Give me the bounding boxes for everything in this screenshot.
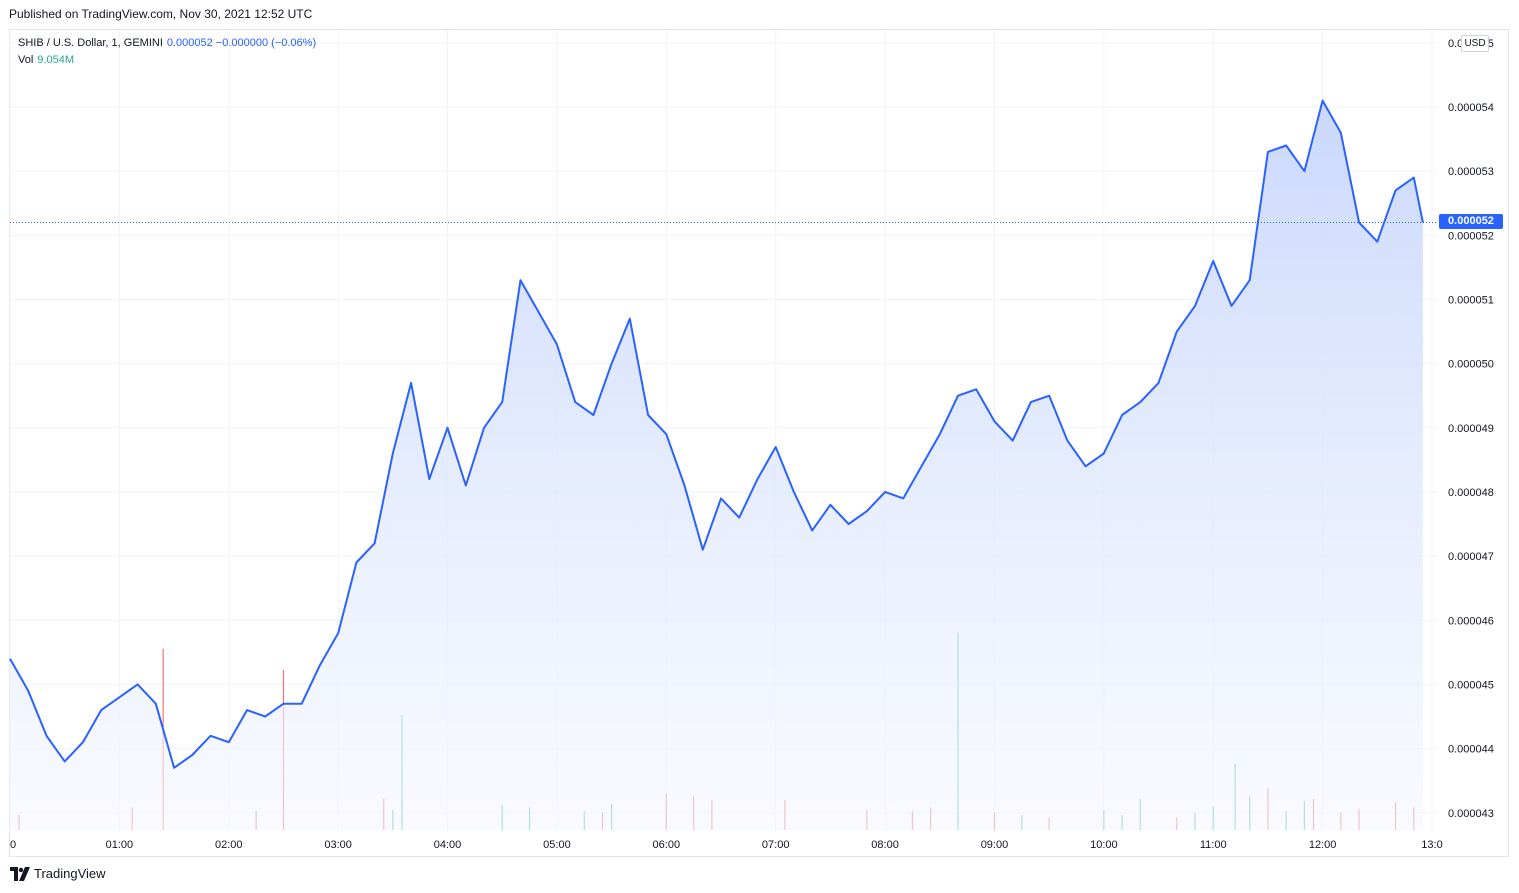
- symbol-line: SHIB / U.S. Dollar, 1, GEMINI 0.000052 −0…: [18, 35, 316, 52]
- x-tick-label: 04:00: [434, 839, 462, 851]
- y-tick-label: 0.000048: [1448, 487, 1494, 499]
- x-tick-label: 02:00: [215, 839, 243, 851]
- chart-legend: SHIB / U.S. Dollar, 1, GEMINI 0.000052 −0…: [18, 35, 316, 69]
- price-line: [9, 99, 1438, 769]
- price-area: [10, 100, 1423, 831]
- symbol-title[interactable]: SHIB / U.S. Dollar, 1, GEMINI: [18, 37, 163, 49]
- x-tick-label: 10:00: [1090, 839, 1118, 851]
- tradingview-logo-icon: [10, 866, 30, 881]
- currency-button[interactable]: USD: [1461, 35, 1489, 52]
- footer-brand[interactable]: TradingView: [10, 866, 106, 881]
- y-tick-label: 0.000044: [1448, 744, 1494, 756]
- y-tick-label: 0.000047: [1448, 551, 1494, 563]
- last-price-badge: 0.000052: [1439, 214, 1503, 230]
- volume-label[interactable]: Vol: [18, 54, 34, 66]
- x-tick-label: 13:0: [1421, 839, 1442, 851]
- y-tick-label: 0.000050: [1448, 359, 1494, 371]
- y-tick-label: 0.000053: [1448, 166, 1494, 178]
- volume-line: Vol 9.054M: [18, 52, 316, 69]
- x-tick-label: 09:00: [981, 839, 1009, 851]
- price-area-fill: [10, 100, 1423, 831]
- x-tick-label: 08:00: [871, 839, 899, 851]
- y-tick-label: 0.000054: [1448, 102, 1494, 114]
- x-tick-label: 11:00: [1200, 839, 1227, 851]
- volume-value: 9.054M: [37, 54, 74, 66]
- y-axis: 0.0000550.0000540.0000530.0000520.000051…: [1448, 38, 1494, 820]
- y-tick-label: 0.000043: [1448, 808, 1494, 820]
- x-tick-label: 06:00: [653, 839, 681, 851]
- footer-brand-label: TradingView: [34, 866, 106, 881]
- x-tick-label: 01:00: [106, 839, 134, 851]
- x-tick-label: 0: [10, 839, 16, 851]
- x-axis: 0 01:00 02:00 03:00 04:00 05:00 06:00 07:00 08:0…: [10, 839, 1443, 851]
- y-tick-label: 0.000052: [1448, 230, 1494, 242]
- published-caption: Published on TradingView.com, Nov 30, 20…: [9, 7, 313, 21]
- y-tick-label: 0.000045: [1448, 679, 1494, 691]
- x-tick-label: 05:00: [543, 839, 571, 851]
- y-tick-label: 0.000051: [1448, 294, 1494, 306]
- y-tick-label: 0.000049: [1448, 423, 1494, 435]
- symbol-values: 0.000052 −0.000000 (−0.06%): [166, 37, 317, 49]
- x-tick-label: 07:00: [762, 839, 790, 851]
- x-tick-label: 12:00: [1309, 839, 1337, 851]
- y-tick-label: 0.000046: [1448, 615, 1494, 627]
- x-tick-label: 03:00: [324, 839, 352, 851]
